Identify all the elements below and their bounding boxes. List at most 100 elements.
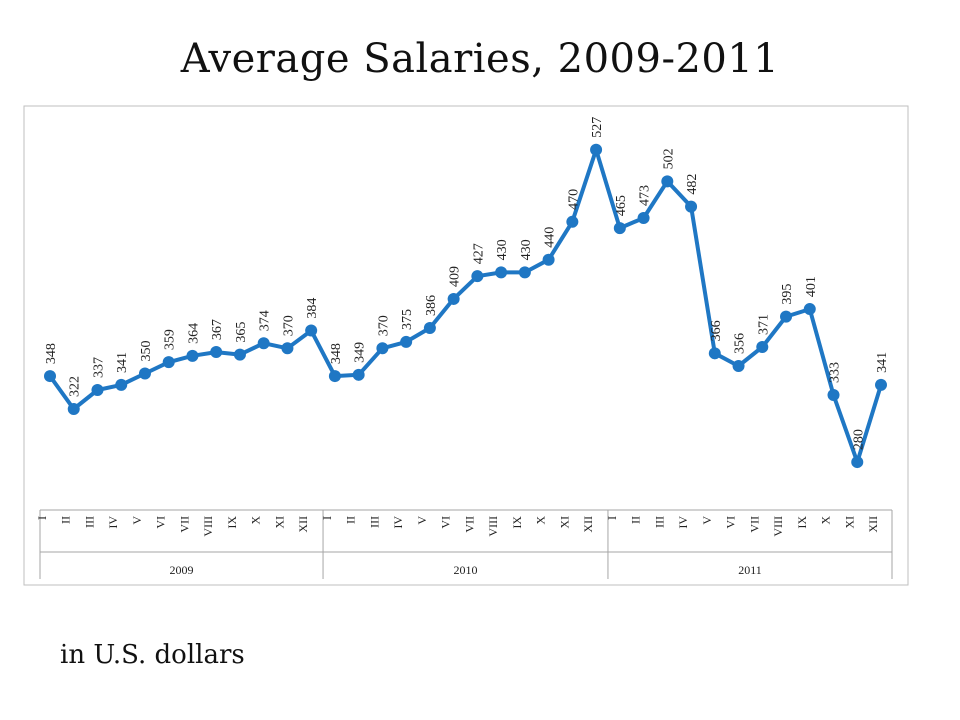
data-point [423,322,436,335]
data-point [590,143,603,156]
data-label: 356 [733,333,748,354]
x-tick-label: XII [866,516,880,533]
data-label: 384 [305,298,320,319]
x-tick-label: II [59,516,73,524]
data-point [44,370,56,383]
data-label: 465 [614,195,629,216]
data-label: 430 [519,239,534,260]
data-label: 370 [281,315,296,336]
year-label: 2010 [454,563,478,577]
data-point [352,368,365,381]
x-tick-label: IX [510,516,524,529]
x-tick-label: IV [106,516,120,529]
x-tick-label: IX [225,516,239,529]
data-point [780,310,793,323]
data-point [637,212,650,225]
x-tick-label: I [35,516,49,520]
x-tick-label: III [652,516,666,528]
x-tick-label: IX [795,516,809,529]
data-point [495,266,508,279]
x-tick-label: VIII [771,516,785,537]
data-label: 374 [258,310,273,331]
data-point [257,337,270,350]
data-point [328,370,341,383]
plot-frame [23,105,909,586]
data-point [67,402,80,415]
data-label: 348 [329,343,344,364]
data-point [162,356,175,369]
x-tick-label: I [320,516,334,520]
unit-caption: in U.S. dollars [60,640,245,670]
x-tick-label: XII [296,516,310,533]
data-point [732,359,745,372]
data-label: 348 [44,343,59,364]
series-line [48,147,883,465]
data-label: 364 [186,323,201,344]
data-label: 341 [875,352,890,373]
data-label: 371 [756,314,771,335]
data-point [756,340,769,353]
data-point [115,378,128,391]
data-point [233,348,246,361]
x-tick-label: X [534,516,548,525]
data-points [44,143,887,469]
data-label: 470 [566,189,581,210]
x-tick-label: XI [557,516,571,529]
x-tick-label: VIII [201,516,215,537]
data-point [851,456,864,469]
data-label: 482 [685,174,700,195]
x-tick-label: X [249,516,263,525]
data-label: 365 [234,322,249,343]
data-label: 395 [780,284,795,305]
data-labels: 348 322 337 341 350 359 364 367 365 374 370 384 348 3… [44,117,890,450]
data-point [613,222,626,235]
data-label: 427 [471,243,486,264]
data-point [708,347,721,360]
x-tick-label: II [629,516,643,524]
data-point [210,346,223,359]
data-label: 375 [400,309,415,330]
x-tick-label: V [130,516,144,525]
x-tick-label: X [819,516,833,525]
data-label: 386 [424,295,439,316]
x-tick-label: VI [439,516,453,529]
x-tick-label: VII [177,516,191,533]
x-tick-label: V [700,516,714,525]
data-point [803,303,816,316]
data-label: 473 [638,185,653,206]
data-label: 370 [376,315,391,336]
x-tick-label: VI [724,516,738,529]
data-label: 322 [68,376,83,397]
data-label: 280 [851,429,866,450]
data-label: 349 [353,342,368,363]
data-label: 350 [139,341,154,362]
data-label: 440 [543,227,558,248]
data-label: 409 [448,266,463,287]
x-tick-label: XI [842,516,856,529]
data-point [566,215,579,228]
data-label: 337 [91,357,106,378]
data-point [400,335,413,348]
x-tick-label: II [344,516,358,524]
data-point [91,383,104,396]
page-title: Average Salaries, 2009-2011 [180,36,780,82]
data-point [685,200,698,213]
data-label: 341 [115,352,130,373]
data-point [305,324,318,337]
data-label: 502 [661,148,676,169]
data-point [376,342,389,355]
data-point [471,270,484,283]
data-point [281,342,294,355]
data-point [661,175,674,188]
data-point [447,292,460,305]
x-tick-label: VIII [486,516,500,537]
x-tick-label: VI [154,516,168,529]
data-point [875,378,887,391]
data-label: 366 [709,320,724,341]
data-point [138,367,151,380]
data-point [186,349,199,362]
x-tick-label: I [605,516,619,520]
x-tick-label: IV [391,516,405,529]
data-label: 333 [828,362,843,383]
